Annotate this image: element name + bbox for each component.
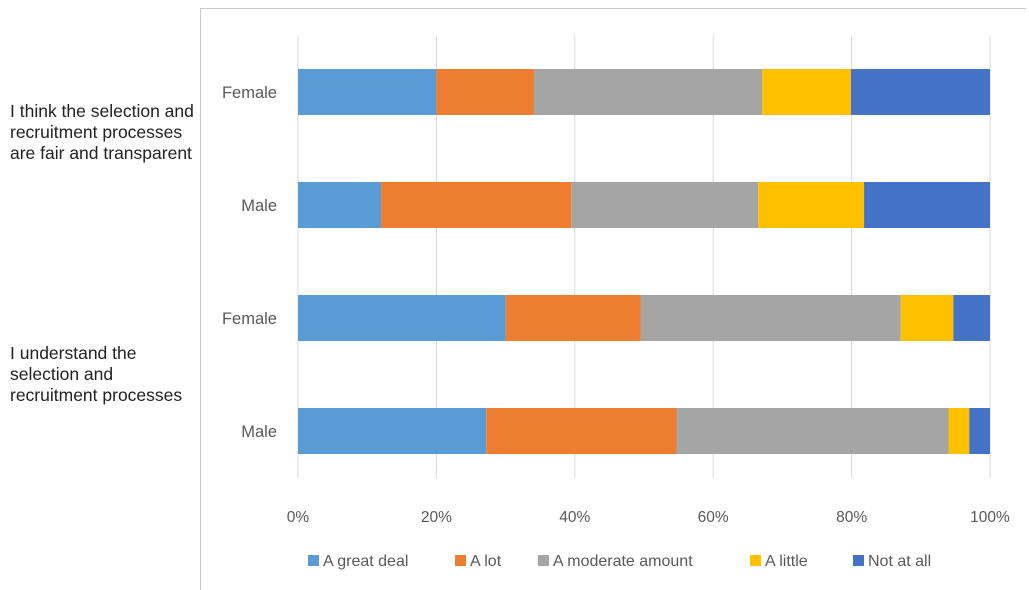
bar-segment — [948, 408, 970, 454]
bar-segment — [298, 182, 382, 228]
bar-segment — [436, 69, 534, 115]
x-tick-label: 100% — [970, 509, 1010, 526]
legend-label: A great deal — [323, 553, 408, 570]
bar-segment — [969, 408, 990, 454]
bar-segment — [758, 182, 865, 228]
legend-swatch — [308, 555, 319, 566]
bar-segment — [571, 182, 759, 228]
bar-segment — [486, 408, 677, 454]
x-tick-label: 0% — [287, 509, 310, 526]
bar-segment — [533, 69, 763, 115]
question-label-understand: I understand the selection and recruitme… — [10, 343, 183, 405]
legend-swatch — [853, 555, 864, 566]
bar-segment — [676, 408, 949, 454]
bar-segment — [864, 182, 990, 228]
legend-label: A lot — [470, 553, 502, 570]
bar-segment — [298, 295, 506, 341]
legend-label: Not at all — [868, 553, 931, 570]
legend-swatch — [750, 555, 761, 566]
x-tick-label: 20% — [421, 509, 452, 526]
question-labels: I think the selection and recruitment pr… — [0, 0, 200, 590]
category-label: Male — [241, 423, 277, 441]
bar-segment — [762, 69, 851, 115]
category-label: Female — [222, 84, 277, 102]
bar-segment — [900, 295, 954, 341]
bar-segment — [298, 408, 487, 454]
x-tick-label: 60% — [698, 509, 729, 526]
legend-swatch — [455, 555, 466, 566]
bar-segment — [850, 69, 990, 115]
bar-segment — [298, 69, 437, 115]
question-label-fair-transparent: I think the selection and recruitment pr… — [10, 101, 194, 163]
bar-segment — [953, 295, 990, 341]
category-label: Male — [241, 197, 277, 215]
bar-segment — [640, 295, 901, 341]
legend-label: A little — [765, 553, 808, 570]
bar-segment — [381, 182, 572, 228]
chart-area — [200, 8, 1026, 590]
category-label: Female — [222, 310, 277, 328]
legend-label: A moderate amount — [553, 553, 693, 570]
bar-segment — [505, 295, 641, 341]
x-tick-label: 80% — [836, 509, 867, 526]
x-tick-label: 40% — [559, 509, 590, 526]
legend-swatch — [538, 555, 549, 566]
